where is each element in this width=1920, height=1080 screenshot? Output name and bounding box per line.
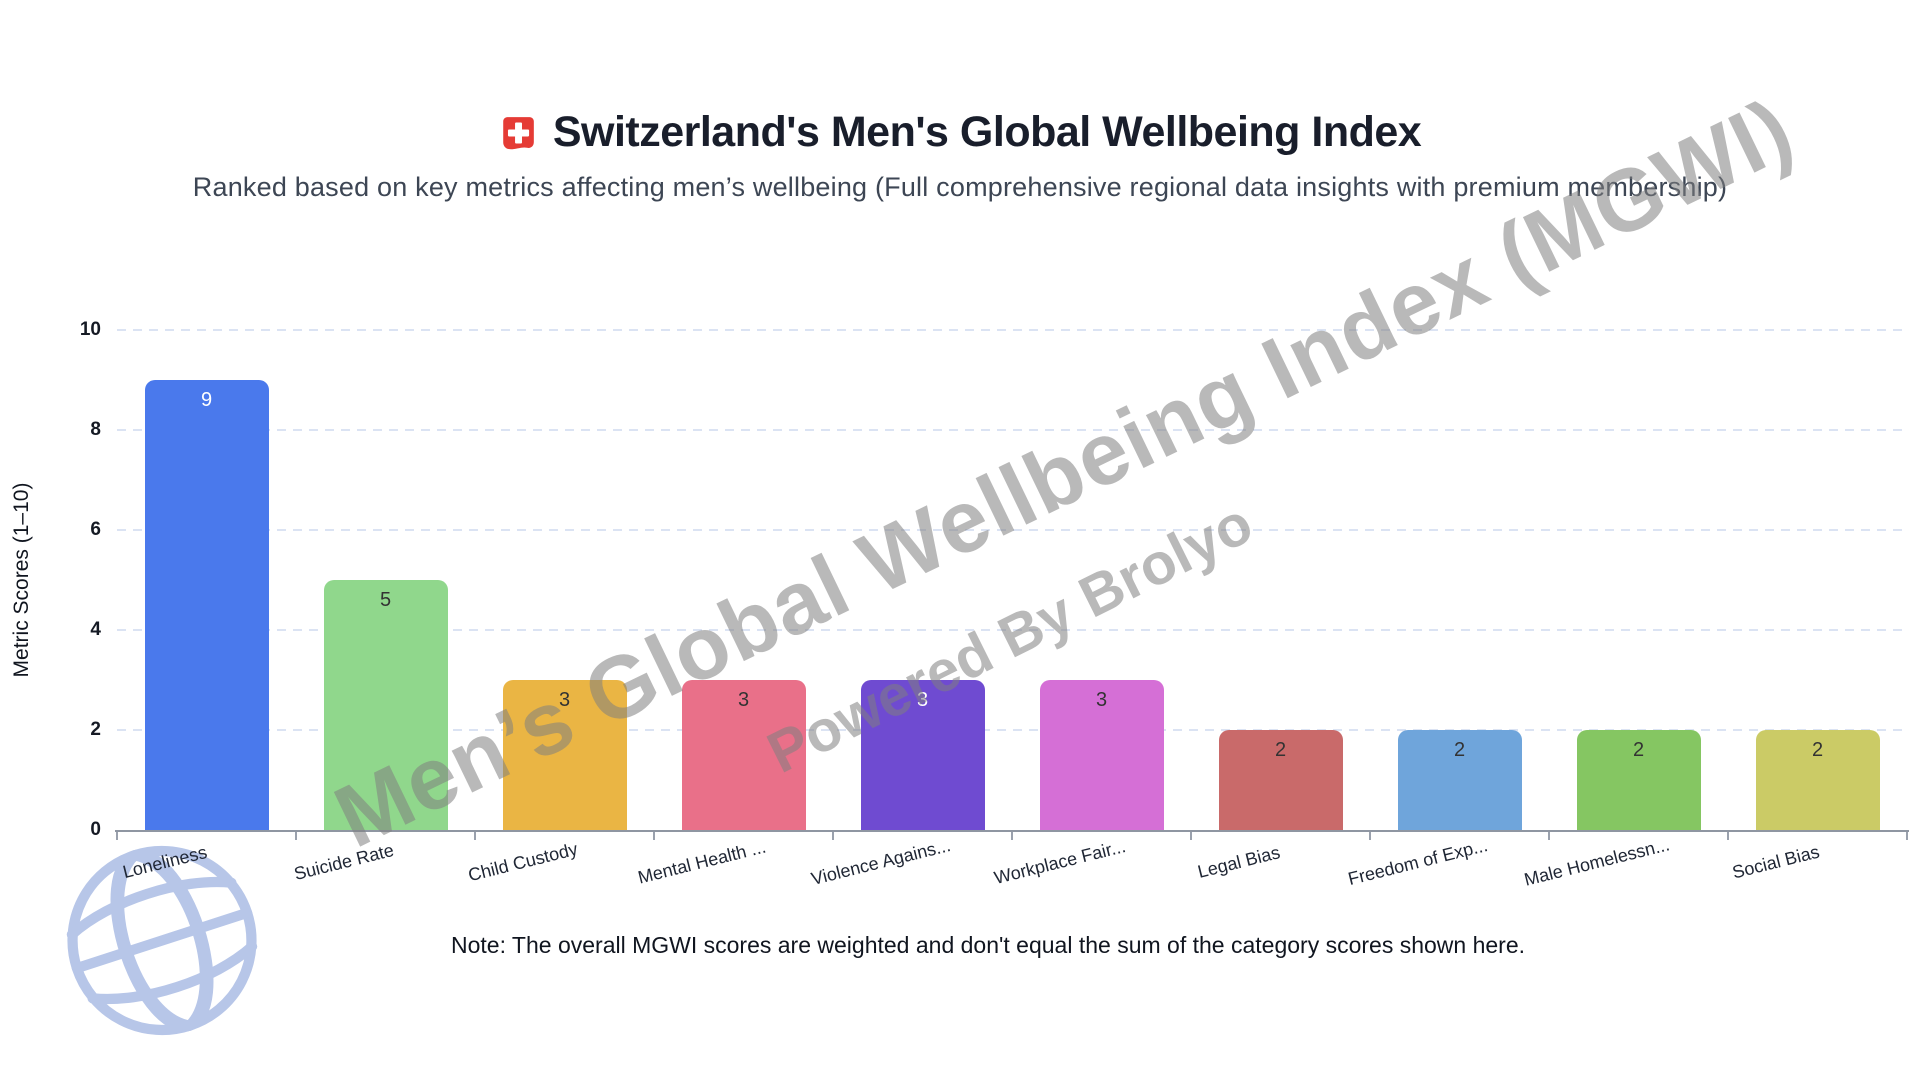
x-axis-label-legal-bias: Legal Bias: [1195, 842, 1282, 882]
y-axis-tick-label: 0: [90, 819, 101, 840]
bar-suicide-rate: 5: [323, 580, 448, 830]
footnote: Note: The overall MGWI scores are weight…: [450, 932, 1526, 958]
axis-tick: [653, 832, 655, 840]
bar-value-label: 3: [558, 689, 571, 711]
x-axis-label-male-homelessn: Male Homelessn...: [1521, 834, 1672, 890]
bar-freedom-of-exp: 2: [1397, 730, 1522, 830]
bar-male-homelessn: 2: [1576, 730, 1701, 830]
bar-violence-agains: 3: [860, 680, 985, 830]
gridline: [117, 529, 1907, 531]
y-axis-tick-label: 8: [90, 419, 101, 440]
bar-social-bias: 2: [1755, 730, 1880, 830]
bar-value-label: 3: [916, 689, 929, 711]
axis-tick: [1190, 832, 1192, 840]
bar-workplace-fair: 3: [1039, 680, 1164, 830]
x-axis-label-suicide-rate: Suicide Rate: [291, 839, 396, 885]
plot-area: 0 2 4 6 8 10 9 Loneliness 5 Suicide Rate 3 Child Cu…: [80, 319, 1909, 890]
axis-tick: [295, 832, 297, 840]
globe-icon: [66, 845, 258, 1036]
x-axis-line: [115, 830, 1909, 832]
bar-value-label: 2: [1811, 739, 1824, 761]
page-title: Switzerland's Men's Global Wellbeing Ind…: [552, 108, 1422, 156]
bar-value-label: 9: [200, 389, 213, 411]
y-axis-tick-label: 10: [79, 319, 101, 340]
swiss-flag-icon: [503, 116, 534, 149]
axis-tick: [1548, 832, 1550, 840]
x-axis-label-mental-health: Mental Health ...: [635, 836, 768, 888]
gridline: [117, 729, 1907, 731]
axis-tick: [474, 832, 476, 840]
bar-loneliness: 9: [144, 380, 269, 830]
axis-tick: [1011, 832, 1013, 840]
bar-value-label: 2: [1453, 739, 1466, 761]
axis-tick: [1906, 832, 1908, 840]
page-subtitle: Ranked based on key metrics affecting me…: [192, 172, 1728, 202]
x-axis-label-violence-agains: Violence Agains...: [808, 835, 953, 889]
bar-value-label: 2: [1632, 739, 1645, 761]
bar-mental-health: 3: [681, 680, 806, 830]
axis-tick: [832, 832, 834, 840]
x-axis-label-social-bias: Social Bias: [1729, 841, 1821, 883]
x-axis-label-child-custody: Child Custody: [465, 838, 580, 886]
axis-tick: [116, 832, 118, 840]
y-axis-title: Metric Scores (1–10): [10, 482, 33, 678]
x-axis-label-freedom-of-exp: Freedom of Exp...: [1345, 835, 1490, 890]
gridline: [117, 629, 1907, 631]
bar-value-label: 3: [737, 689, 750, 711]
bar-legal-bias: 2: [1218, 730, 1343, 830]
y-axis-tick-label: 2: [90, 719, 101, 740]
axis-tick: [1369, 832, 1371, 840]
gridline: [117, 429, 1907, 431]
x-axis-label-workplace-fair: Workplace Fair...: [991, 836, 1128, 889]
bar-value-label: 5: [379, 589, 392, 611]
bar-value-label: 2: [1274, 739, 1287, 761]
bar-child-custody: 3: [502, 680, 627, 830]
axis-tick: [1727, 832, 1729, 840]
y-axis-tick-label: 6: [90, 519, 101, 540]
page-title-row: Switzerland's Men's Global Wellbeing Ind…: [0, 108, 1920, 157]
y-axis-tick-label: 4: [90, 619, 101, 640]
bar-value-label: 3: [1095, 689, 1108, 711]
gridline: [117, 329, 1907, 331]
